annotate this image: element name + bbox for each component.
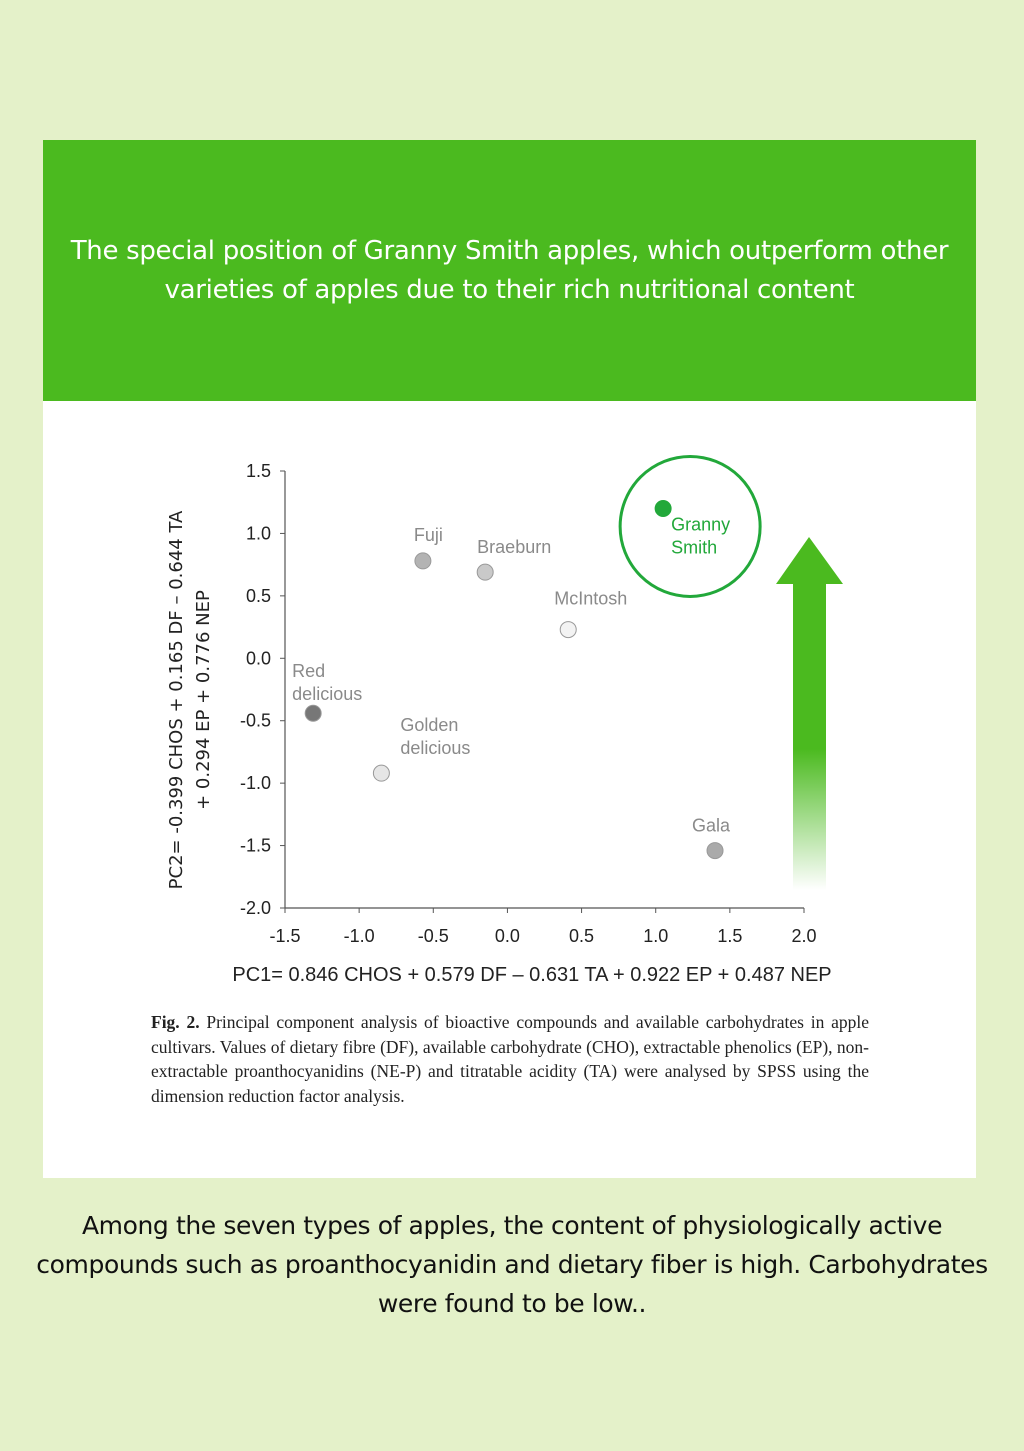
- x-tick-label: -1.0: [344, 926, 375, 946]
- point-label: Golden: [400, 715, 458, 735]
- y-tick-label: -0.5: [240, 711, 271, 731]
- data-point: [304, 704, 322, 722]
- point-label: McIntosh: [554, 589, 627, 609]
- y-tick-label: 1.5: [246, 461, 271, 481]
- y-tick-label: 0.0: [246, 648, 271, 668]
- data-point: [372, 764, 390, 782]
- header-banner: The special position of Granny Smith app…: [43, 140, 976, 401]
- x-tick-label: -1.5: [269, 926, 300, 946]
- data-point: [476, 563, 494, 581]
- x-tick-label: 0.0: [495, 926, 520, 946]
- data-point: [559, 621, 577, 639]
- data-point: [654, 499, 672, 517]
- caption-text: Principal component analysis of bioactiv…: [151, 1012, 869, 1106]
- point-label: Red: [292, 661, 325, 681]
- x-tick-label: 0.5: [569, 926, 594, 946]
- highlight-ring: [618, 454, 762, 598]
- footer-text: Among the seven types of apples, the con…: [36, 1211, 988, 1318]
- point-label: Smith: [671, 537, 717, 557]
- y-axis-label-line2: + 0.294 EP + 0.776 NEP: [193, 590, 214, 810]
- point-label: Gala: [692, 816, 731, 836]
- header-title: The special position of Granny Smith app…: [70, 235, 949, 305]
- point-label: delicious: [400, 738, 470, 758]
- point-label: delicious: [292, 684, 362, 704]
- y-tick-label: -1.0: [240, 773, 271, 793]
- data-point: [706, 842, 724, 860]
- point-label: Braeburn: [477, 537, 551, 557]
- data-point: [414, 552, 432, 570]
- figure-label: Fig. 2.: [151, 1012, 200, 1032]
- figure-caption: Fig. 2. Principal component analysis of …: [151, 1010, 869, 1108]
- point-label: Fuji: [414, 525, 443, 545]
- point-label: Granny: [671, 514, 730, 534]
- y-tick-label: 1.0: [246, 523, 271, 543]
- x-axis-label: PC1= 0.846 CHOS + 0.579 DF – 0.631 TA + …: [232, 964, 831, 986]
- y-axis-label-line1: PC2= -0.399 CHOS + 0.165 DF – 0.644 TA: [166, 510, 187, 889]
- x-tick-label: 1.5: [717, 926, 742, 946]
- y-tick-label: -2.0: [240, 898, 271, 918]
- y-tick-label: 0.5: [246, 586, 271, 606]
- y-tick-label: -1.5: [240, 836, 271, 856]
- x-tick-label: 2.0: [791, 926, 816, 946]
- x-tick-label: -0.5: [418, 926, 449, 946]
- up-arrow-icon: [776, 537, 843, 890]
- x-tick-label: 1.0: [643, 926, 668, 946]
